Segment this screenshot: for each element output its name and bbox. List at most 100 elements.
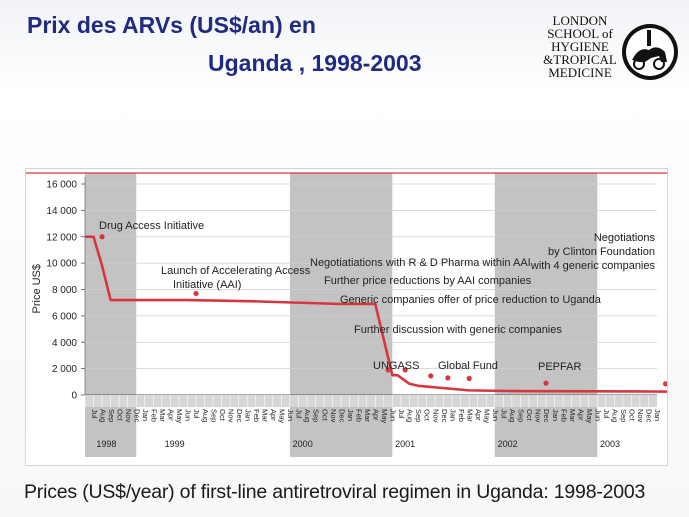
annotation-marker	[193, 290, 199, 297]
month-label: Apr	[474, 409, 483, 421]
month-label: Dec	[337, 409, 346, 423]
year-band	[289, 173, 393, 457]
y-tick-label: 16 000	[46, 180, 77, 191]
month-label: Sep	[414, 409, 423, 422]
month-label: Jul	[90, 409, 99, 419]
month-label: Jan	[551, 409, 560, 421]
annotation-label: Negotiatiations with R & D Pharma within…	[310, 257, 531, 269]
month-label: May	[380, 409, 389, 423]
grid-lines	[26, 172, 667, 407]
month-label: Oct	[115, 409, 124, 422]
annotation-label: Generic companies offer of price reducti…	[340, 294, 602, 306]
annotation-label: with 4 generic companies	[530, 260, 656, 272]
month-label: Aug	[303, 409, 312, 422]
price-series	[85, 235, 667, 393]
month-label: Jun	[184, 409, 193, 421]
annotation-marker	[543, 380, 549, 386]
month-label: Jun	[286, 409, 295, 421]
month-label: Dec	[645, 409, 654, 423]
month-label: Jan	[448, 409, 457, 421]
annotation-marker	[402, 367, 408, 373]
month-label: Oct	[320, 409, 329, 422]
annotations: Drug Access Initiative Launch of Accelera…	[99, 220, 667, 387]
year-label: 2001	[395, 439, 415, 449]
y-tick-label: 10 000	[46, 259, 77, 270]
logo-line-hygiene: HYGIENE	[551, 39, 609, 54]
month-label: Sep	[619, 409, 628, 422]
annotation-marker	[466, 375, 472, 382]
month-label: Aug	[508, 409, 517, 422]
month-label: Jun	[389, 409, 398, 421]
month-label: Aug	[98, 409, 107, 422]
month-label: Jan	[346, 409, 355, 421]
month-label: Aug	[201, 409, 210, 422]
annotation-marker	[662, 381, 667, 387]
annotation-label: Launch of Accelerating Access	[161, 265, 311, 277]
month-label: Apr	[269, 409, 278, 421]
slide-caption: Prices (US$/year) of first-line antiretr…	[24, 481, 646, 503]
year-label: 2000	[293, 439, 313, 449]
annotation-label: by Clinton Foundation	[548, 246, 655, 258]
month-label: Aug	[611, 409, 620, 422]
annotation-label: UNGASS	[373, 360, 419, 372]
month-label: Dec	[542, 409, 551, 423]
month-label: Mar	[568, 409, 577, 422]
slide-title-line-1: Prix des ARVs (US$/an) en	[27, 12, 316, 38]
month-label: Sep	[209, 409, 218, 422]
month-label: Feb	[150, 409, 159, 422]
annotation-label: Negotiations	[594, 232, 656, 244]
month-label: Apr	[372, 409, 381, 421]
annotation-label: Further discussion with generic companie…	[354, 324, 562, 336]
y-tick-label: 0	[71, 391, 77, 402]
slide-title-line-2: Uganda , 1998-2003	[208, 50, 422, 76]
month-label: Sep	[517, 409, 526, 422]
month-label: Jun	[593, 409, 602, 421]
month-label: Feb	[559, 409, 568, 422]
x-axis-years: 1998 1999 2000 2001 2002 2003	[96, 439, 620, 449]
y-axis-ticks: 16 000 14 000 12 000 10 000 8 000 6 000 4 000 2…	[46, 180, 85, 402]
y-tick-label: 12 000	[46, 232, 77, 243]
price-chart: 16 000 14 000 12 000 10 000 8 000 6 000 4 000 2…	[26, 172, 667, 457]
month-label: Mar	[261, 409, 270, 422]
year-label: 2002	[498, 439, 518, 449]
month-label: Dec	[235, 409, 244, 423]
month-label: Apr	[576, 409, 585, 421]
y-tick-label: 4 000	[52, 338, 77, 349]
logo-line-tropical: &TROPICAL	[543, 52, 617, 67]
month-label: Feb	[252, 409, 261, 422]
month-label: Sep	[107, 409, 116, 422]
x-axis-strip	[85, 395, 657, 407]
month-label: Jul	[397, 409, 406, 419]
lshtm-seal-icon	[622, 24, 678, 80]
month-label: Sep	[312, 409, 321, 422]
month-label: May	[585, 409, 594, 423]
y-tick-label: 8 000	[52, 285, 77, 296]
logo-line-london: LONDON	[552, 13, 608, 28]
month-label: Nov	[636, 409, 645, 423]
month-label: Oct	[525, 409, 534, 422]
month-label: Feb	[457, 409, 466, 422]
month-label: Jul	[500, 409, 509, 419]
y-tick-label: 2 000	[52, 364, 77, 375]
annotation-marker	[428, 373, 434, 379]
year-band	[494, 173, 598, 457]
month-label: May	[278, 409, 287, 423]
year-band	[85, 173, 137, 457]
month-label: Jan	[141, 409, 150, 421]
year-bands	[85, 173, 598, 457]
annotation-label: PEPFAR	[538, 361, 581, 373]
year-label: 1999	[165, 439, 185, 449]
month-label: Nov	[124, 409, 133, 423]
month-label: Nov	[329, 409, 338, 423]
month-label: Jul	[192, 409, 201, 419]
month-label: Jan	[653, 409, 662, 421]
y-tick-label: 6 000	[52, 311, 77, 322]
annotation-label: Drug Access Initiative	[99, 220, 204, 232]
x-axis-months: Jul Aug Sep Oct Nov Dec Jan Feb Mar Apr May Jun Jul A…	[84, 395, 662, 423]
price-line	[85, 235, 667, 393]
month-label: Jul	[602, 409, 611, 419]
logo-text: LONDON SCHOOL of HYGIENE &TROPICAL MEDIC…	[533, 14, 627, 79]
month-label: Mar	[465, 409, 474, 422]
month-label: Feb	[354, 409, 363, 422]
